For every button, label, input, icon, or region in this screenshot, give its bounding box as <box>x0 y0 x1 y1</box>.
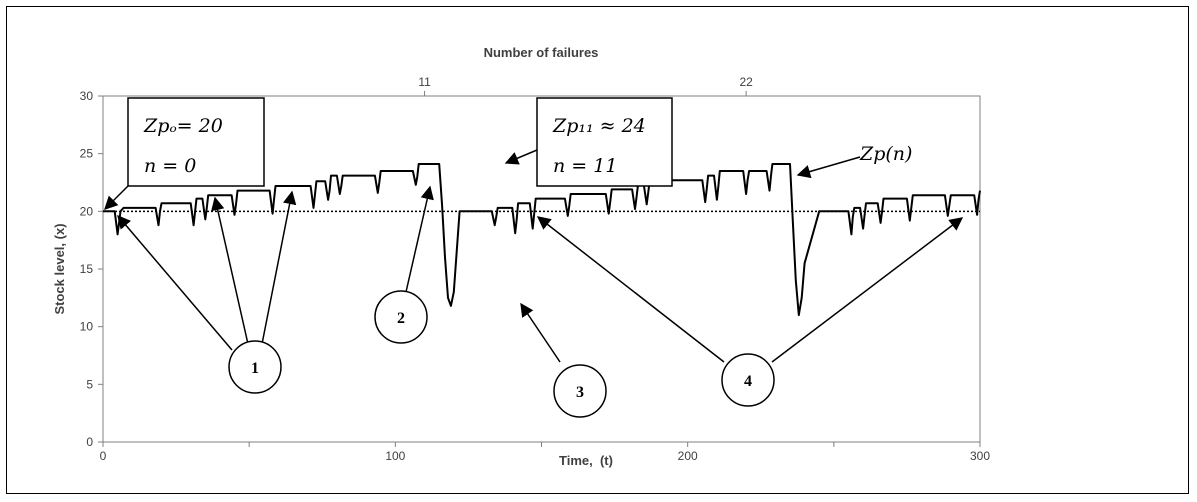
callout-circle-2 <box>374 290 428 344</box>
x-tick-label-2: 200 <box>678 449 698 463</box>
y-tick-label-4: 20 <box>80 204 94 218</box>
y-tick-label-6: 30 <box>80 89 94 103</box>
arrow-2 <box>405 185 434 293</box>
arrow-1a <box>117 214 233 351</box>
top-x-axis-title: Number of failures <box>484 45 599 60</box>
annotation-box-n11 <box>536 97 673 187</box>
numbered-callouts: 1 2 3 4 <box>228 290 775 418</box>
x-axis-title: Time, (t) <box>559 453 613 468</box>
y-tick-label-3: 15 <box>80 262 94 276</box>
callout-label-3: 3 <box>576 384 584 401</box>
y-tick-label-2: 10 <box>80 320 94 334</box>
series-zp-line <box>103 163 981 317</box>
callout-label-4: 4 <box>744 373 752 390</box>
figure-frame <box>6 6 1189 494</box>
x-tick-label-0: 0 <box>100 449 107 463</box>
y-axis-title: Stock level, (x) <box>52 223 67 314</box>
arrow-box2-peak <box>504 149 538 165</box>
annotation-box-n0 <box>127 97 265 187</box>
callout-circle-4 <box>721 353 775 407</box>
arrow-4a <box>536 216 725 363</box>
arrow-series-label <box>796 156 861 179</box>
box2-line2: n = 11 <box>553 155 617 177</box>
arrow-4b <box>771 217 964 363</box>
arrow-1c <box>261 190 297 345</box>
x-tick-label-1: 100 <box>385 449 405 463</box>
top-x-tick-label-0: 11 <box>418 75 431 89</box>
arrow-1b <box>211 196 249 345</box>
x-tick-label-3: 300 <box>970 449 990 463</box>
y-tick-label-0: 0 <box>86 435 93 449</box>
box1-line1: Zpₒ= 20 <box>143 115 223 137</box>
callout-circle-3 <box>553 364 607 418</box>
y-tick-label-5: 25 <box>80 147 94 161</box>
annotation-arrows <box>104 149 964 363</box>
callout-label-1: 1 <box>251 360 259 377</box>
top-x-tick-label-1: 22 <box>739 75 753 89</box>
box2-line1: Zp₁₁ ≈ 24 <box>552 115 646 137</box>
callout-label-2: 2 <box>397 310 405 327</box>
arrow-box1-start <box>104 185 129 210</box>
box1-line2: n = 0 <box>144 155 196 177</box>
y-tick-label-1: 5 <box>86 377 93 391</box>
arrow-3 <box>520 302 561 363</box>
series-label-zp-n: Zp(n) <box>859 143 912 165</box>
callout-circle-1 <box>228 340 282 394</box>
